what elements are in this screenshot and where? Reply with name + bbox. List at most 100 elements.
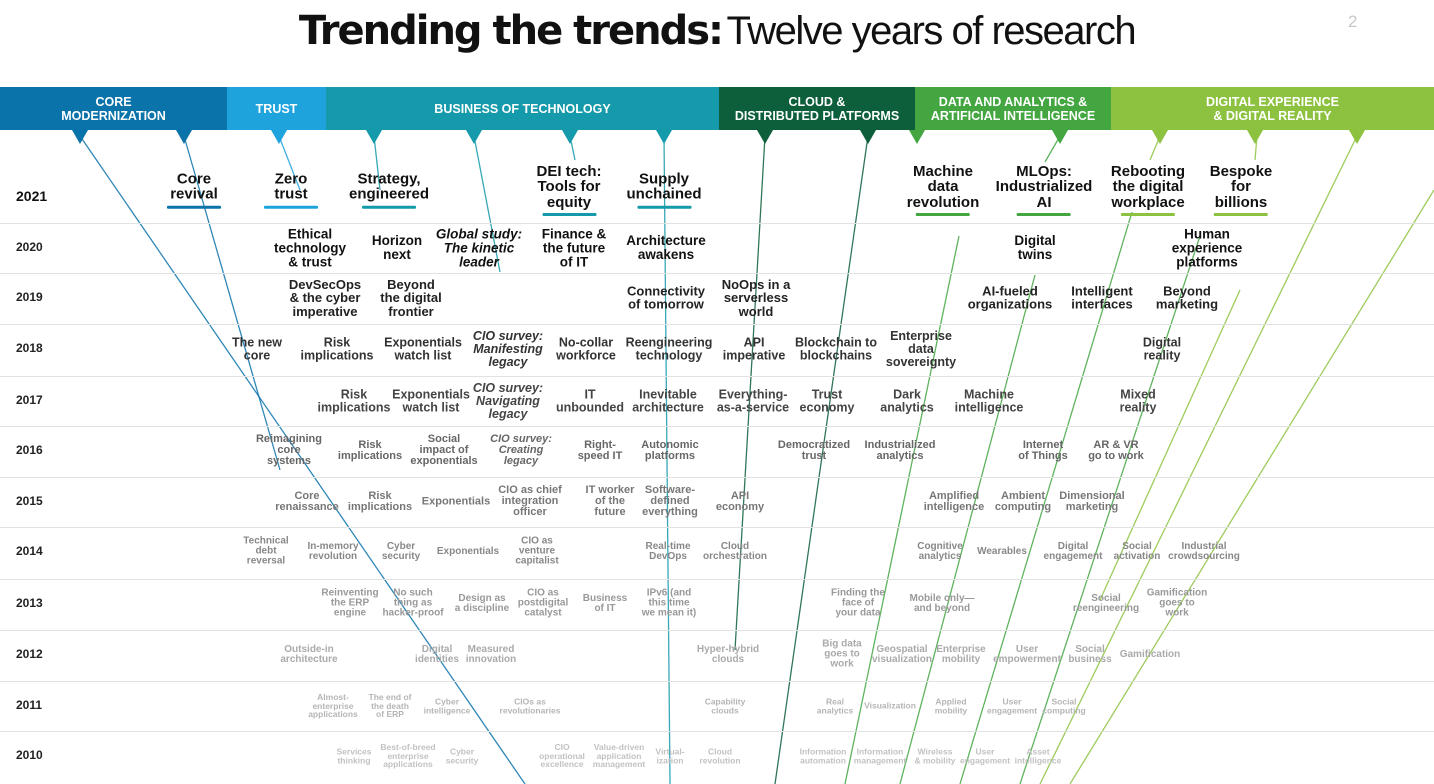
trend-item-line: trust — [801, 450, 827, 462]
trend-item: CIOs as revolutionaries — [500, 697, 561, 714]
trend-item-line: Trust — [811, 387, 843, 402]
trend-item-line: mobility — [941, 654, 981, 665]
trend-item: Visualization — [864, 701, 916, 711]
trend-item: The new core — [232, 336, 282, 362]
year-label: 2014 — [16, 544, 43, 558]
trend-item: Strategy, engineered — [349, 171, 429, 209]
trend-item-line: billions — [1214, 193, 1268, 211]
trend-item-line: management — [592, 759, 646, 770]
trend-line — [734, 135, 766, 651]
trend-item: CIO survey: Navigating legacy — [473, 382, 543, 420]
trend-item-line: CIO survey: — [490, 433, 552, 446]
trend-item: API imperative — [723, 336, 786, 362]
trend-item-line: Gamification — [1146, 587, 1208, 599]
trend-item-line: Digital — [1014, 233, 1056, 249]
trend-item-line: reality — [1119, 400, 1157, 414]
trend-underline — [1017, 212, 1071, 216]
trend-item-line: analytics — [880, 400, 934, 414]
trend-item: Gamification — [1119, 648, 1181, 660]
trend-item-line: Applied — [935, 696, 967, 707]
trend-item: Value-driven application management — [593, 743, 645, 769]
trend-item: Big data goes to work — [822, 638, 862, 671]
trend-item-line: visualization — [871, 654, 933, 665]
trend-line — [183, 135, 281, 471]
trend-item: Machine data revolution — [907, 164, 979, 216]
trend-line — [1039, 135, 1358, 784]
trend-item: Reinventing the ERP engine — [321, 587, 379, 620]
trend-item: Measured innovation — [466, 644, 517, 665]
trend-item-line: Social — [1051, 696, 1077, 707]
trend-item-line: economy — [799, 400, 855, 414]
year-divider — [0, 630, 1434, 631]
trend-item-line: marketing — [1065, 501, 1119, 513]
year-divider — [0, 223, 1434, 224]
trend-underline — [362, 205, 416, 209]
trend-item: Reimagining core systems — [255, 433, 323, 468]
trend-item: Dark analytics — [880, 388, 934, 414]
trend-item-line: legacy — [503, 455, 539, 468]
category-pointer — [72, 130, 88, 144]
trend-line — [79, 135, 526, 784]
trend-item-line: Tools for — [537, 178, 601, 196]
trend-item: Cyber security — [446, 747, 479, 764]
trend-item: Core revival — [167, 170, 221, 209]
trend-item-line: Big data — [822, 638, 862, 650]
trend-item: Digital twins — [1014, 234, 1055, 262]
trend-item-line: Best-of-breed — [380, 741, 436, 752]
trend-item-line: future — [594, 506, 626, 519]
trend-item-line: Gamification — [1119, 648, 1181, 660]
year-divider — [0, 376, 1434, 377]
trend-underline — [167, 205, 221, 209]
trend-item-line: core — [277, 444, 301, 457]
trend-item: Ambient computing — [994, 489, 1052, 513]
trend-item-line: In-memory — [307, 540, 359, 552]
trend-item-line: Design as — [458, 592, 506, 604]
trend-item-line: analytics — [918, 551, 962, 562]
trend-item-line: applications — [383, 759, 433, 770]
trend-item: Risk implications — [338, 439, 402, 462]
trend-item: Virtual-ization — [655, 747, 684, 764]
trend-item: Amplified intelligence — [924, 490, 985, 513]
trend-item-line: Core — [176, 170, 212, 188]
trend-item: Finance & the future of IT — [542, 227, 607, 268]
trend-item-line: IT — [584, 387, 596, 402]
trend-item-line: Cyber — [386, 540, 416, 552]
year-divider — [0, 681, 1434, 682]
trend-item-line: platforms — [644, 450, 696, 462]
trend-item-line: a discipline — [454, 603, 510, 614]
trend-item-line: & mobility — [914, 755, 956, 765]
trend-item: Real-time DevOps — [645, 541, 690, 562]
trend-item: Wireless & mobility — [914, 747, 955, 764]
trend-item: Dimensional marketing — [1059, 490, 1124, 513]
trend-item-line: Value-driven — [593, 741, 645, 752]
trend-item: Hyper-hybrid clouds — [697, 644, 759, 665]
trend-item-line: AI-fueled — [982, 283, 1038, 299]
trend-item-line: AR & VR — [1093, 438, 1139, 451]
category-digital: DIGITAL EXPERIENCE & DIGITAL REALITY — [1111, 87, 1434, 130]
trend-item: Connectivity of tomorrow — [627, 284, 705, 312]
trend-item-line: next — [383, 247, 411, 262]
trend-item-line: Real — [826, 696, 844, 707]
category-pointer — [176, 130, 192, 144]
year-label: 2011 — [16, 698, 43, 712]
trend-item-line: implications — [300, 348, 374, 362]
trend-item-line: CIOs as — [514, 696, 546, 707]
trend-item-line: Ambient — [1001, 489, 1045, 502]
trend-item-line: Bespoke — [1209, 163, 1273, 181]
trend-item-line: security — [381, 551, 421, 562]
category-pointer — [860, 130, 876, 144]
trend-item: Cyber intelligence — [424, 697, 471, 714]
trend-item-line: Cyber — [434, 696, 460, 707]
trend-item-line: technology — [273, 240, 347, 256]
trend-item: CIO survey: Creating legacy — [490, 433, 552, 468]
trend-item-line: hacker-proof — [382, 608, 444, 620]
trend-item-line: systems — [266, 455, 312, 468]
category-pointer — [1152, 130, 1168, 144]
trend-item: Exponentials — [437, 546, 499, 557]
trend-item: Mixed reality — [1120, 388, 1157, 414]
year-divider — [0, 426, 1434, 427]
trend-item-line: Mobile only— — [909, 592, 975, 604]
trend-item-line: Reinventing — [321, 587, 379, 599]
trend-item-line: computing — [994, 501, 1052, 513]
trend-item-line: Reimagining — [255, 433, 323, 446]
